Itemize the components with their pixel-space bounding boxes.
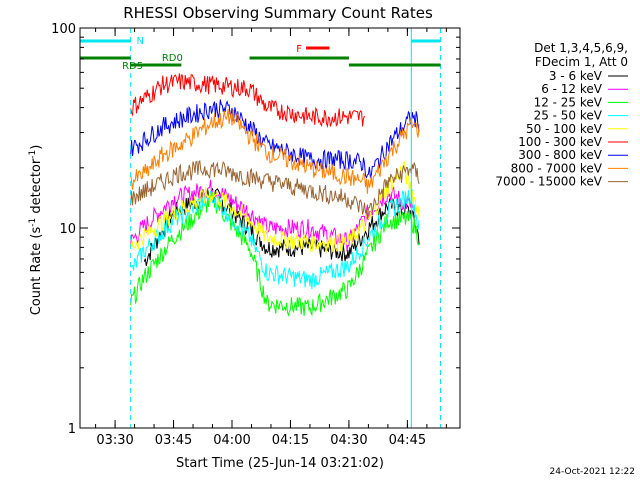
axis-layer: 03:30 03:45 04:00 04:15 04:30 04:45 1 10 100: [51, 22, 460, 448]
series-line-7: [130, 108, 420, 194]
flare-label: F: [296, 44, 302, 55]
legend-label: 100 - 300 keV: [518, 135, 602, 149]
legend: Det 1,3,4,5,6,9, FDecim 1, Att 0 3 - 6 k…: [495, 41, 628, 189]
series-line-6: [130, 99, 420, 179]
y-tick-label: 10: [59, 222, 76, 237]
legend-header-line1: Det 1,3,4,5,6,9,: [534, 41, 628, 55]
rd5-label: RD5: [122, 61, 143, 72]
x-tick-label: 03:30: [96, 433, 133, 448]
legend-label: 3 - 6 keV: [549, 69, 603, 83]
rd0-label: RD0: [162, 53, 183, 64]
y-axis-label: Count Rate (s-1 detector-1): [28, 145, 44, 316]
legend-label: 800 - 7000 keV: [511, 161, 603, 175]
x-tick-label: 04:15: [272, 433, 309, 448]
legend-label: 6 - 12 keV: [541, 82, 603, 96]
series-line-2: [130, 191, 420, 317]
x-tick-label: 04:45: [389, 433, 426, 448]
legend-label: 25 - 50 keV: [534, 109, 603, 123]
x-tick-label: 04:00: [213, 433, 250, 448]
x-tick-label: 04:30: [330, 433, 367, 448]
x-tick-label: 03:45: [155, 433, 192, 448]
date-stamp: 24-Oct-2021 12:22: [550, 467, 635, 477]
legend-label: 7000 - 15000 keV: [495, 175, 602, 189]
x-axis-label: Start Time (25-Jun-14 03:21:02): [176, 456, 384, 471]
annotation-layer: N RD0 RD5 F: [79, 28, 442, 428]
series-line-3: [130, 189, 420, 290]
plot-frame: [79, 27, 461, 429]
y-tick-label: 100: [51, 22, 76, 37]
y-tick-label: 1: [68, 422, 76, 437]
legend-label: 50 - 100 keV: [526, 122, 603, 136]
series-line-8: [130, 159, 420, 220]
legend-label: 12 - 25 keV: [534, 95, 603, 109]
series-line-4: [130, 160, 420, 253]
night-label: N: [137, 36, 144, 47]
series-line-5: [130, 73, 365, 129]
series-line-0: [143, 188, 420, 267]
legend-header-line2: FDecim 1, Att 0: [535, 55, 628, 69]
legend-label: 300 - 800 keV: [518, 148, 602, 162]
chart-title: RHESSI Observing Summary Count Rates: [123, 4, 433, 22]
series-layer: [130, 73, 420, 317]
